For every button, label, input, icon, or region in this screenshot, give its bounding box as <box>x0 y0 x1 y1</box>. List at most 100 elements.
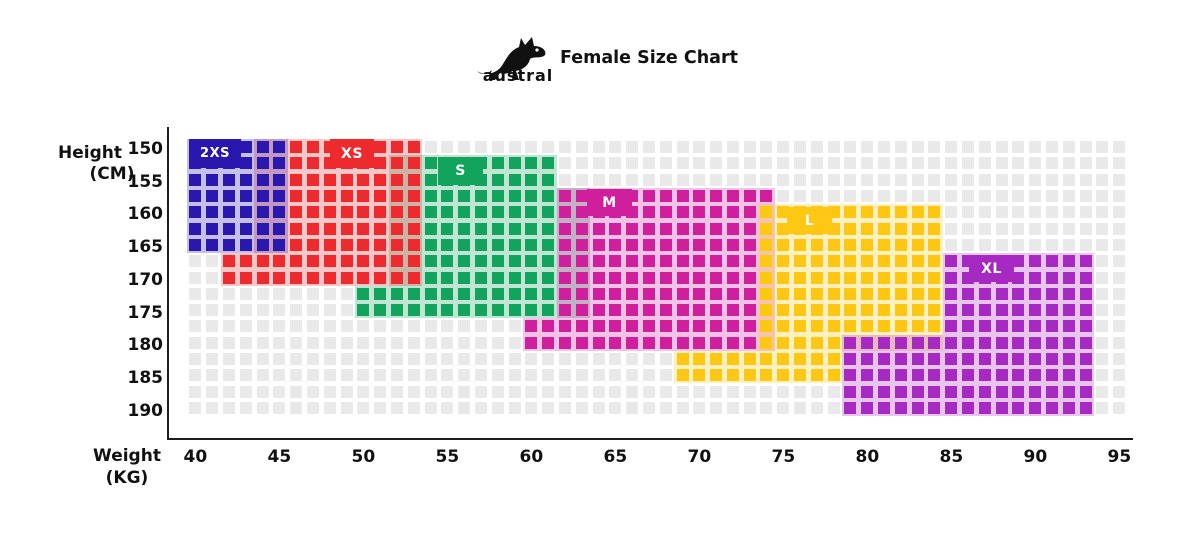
grid-square <box>575 157 588 170</box>
grid-cell <box>422 383 439 400</box>
grid-square <box>794 385 807 398</box>
grid-cell <box>220 383 238 400</box>
grid-square <box>659 238 672 251</box>
grid-square <box>1012 190 1025 203</box>
grid-square <box>861 353 874 365</box>
grid-cell <box>926 139 943 156</box>
grid-cell <box>959 204 977 221</box>
grid-cell <box>724 269 742 286</box>
grid-cell <box>422 204 439 221</box>
grid-cell <box>371 318 389 335</box>
grid-cell <box>825 350 843 368</box>
grid-square <box>676 141 689 154</box>
grid-square <box>1029 271 1042 284</box>
grid-cell <box>1026 139 1044 156</box>
grid-cell <box>1010 383 1027 400</box>
grid-square <box>222 385 235 398</box>
grid-cell <box>506 253 523 270</box>
grid-cell <box>741 155 759 172</box>
grid-cell <box>354 318 372 335</box>
grid-square <box>374 255 387 268</box>
grid-cell <box>858 301 876 319</box>
grid-square <box>441 190 454 203</box>
grid-square <box>189 238 202 251</box>
grid-square <box>1029 190 1042 203</box>
grid-square <box>1096 190 1109 203</box>
grid-cell <box>338 220 355 237</box>
grid-square <box>642 255 655 268</box>
grid-cell <box>707 285 725 302</box>
grid-cell <box>1060 334 1078 351</box>
grid-square <box>794 271 807 284</box>
grid-square <box>1079 141 1092 154</box>
grid-cell <box>522 399 540 417</box>
grid-cell <box>338 285 355 302</box>
grid-cell <box>438 399 456 417</box>
grid-square <box>256 287 269 300</box>
grid-square <box>306 401 319 414</box>
grid-cell <box>590 285 607 302</box>
grid-cell <box>758 139 775 156</box>
grid-square <box>1046 336 1059 349</box>
grid-square <box>508 304 521 317</box>
grid-cell <box>438 334 456 351</box>
grid-square <box>844 141 857 154</box>
grid-square <box>206 320 219 333</box>
grid-square <box>878 141 891 154</box>
grid-cell <box>1043 399 1061 417</box>
grid-cell <box>640 171 658 188</box>
grid-cell <box>623 171 641 188</box>
grid-square <box>441 287 454 300</box>
grid-cell <box>758 383 775 400</box>
grid-square <box>525 271 538 284</box>
grid-cell <box>758 236 775 254</box>
grid-square <box>222 353 235 365</box>
grid-cell <box>338 399 355 417</box>
grid-cell <box>993 236 1011 254</box>
grid-square <box>1046 238 1059 251</box>
grid-cell <box>1026 236 1044 254</box>
grid-cell <box>707 139 725 156</box>
grid-square <box>458 141 471 154</box>
grid-square <box>1062 141 1075 154</box>
grid-square <box>508 353 521 365</box>
grid-cell <box>455 269 473 286</box>
grid-square <box>558 206 571 219</box>
grid-cell <box>455 204 473 221</box>
grid-square <box>878 287 891 300</box>
grid-square <box>474 369 487 382</box>
grid-cell <box>573 155 591 172</box>
grid-square <box>458 238 471 251</box>
grid-cell <box>1010 171 1027 188</box>
grid-cell <box>942 350 960 368</box>
grid-cell <box>220 253 238 270</box>
grid-cell <box>220 367 238 384</box>
grid-cell <box>187 334 204 351</box>
grid-square <box>861 304 874 317</box>
grid-cell <box>321 399 339 417</box>
grid-square <box>374 222 387 235</box>
grid-square <box>1062 385 1075 398</box>
grid-square <box>894 353 907 365</box>
grid-square <box>525 304 538 317</box>
grid-cell <box>1060 204 1078 221</box>
grid-cell <box>287 301 305 319</box>
grid-square <box>542 255 555 268</box>
grid-cell <box>187 220 204 237</box>
grid-cell <box>758 318 775 335</box>
grid-square <box>592 141 605 154</box>
grid-square <box>239 287 252 300</box>
grid-square <box>743 173 756 186</box>
grid-cell <box>690 236 708 254</box>
grid-square <box>508 206 521 219</box>
grid-square <box>626 173 639 186</box>
grid-cell <box>875 236 893 254</box>
grid-square <box>995 353 1008 365</box>
grid-square <box>1029 141 1042 154</box>
grid-cell <box>270 383 288 400</box>
grid-square <box>978 385 991 398</box>
grid-square <box>962 222 975 235</box>
grid-cell <box>321 220 339 237</box>
grid-cell <box>455 139 473 156</box>
grid-cell <box>1043 350 1061 368</box>
